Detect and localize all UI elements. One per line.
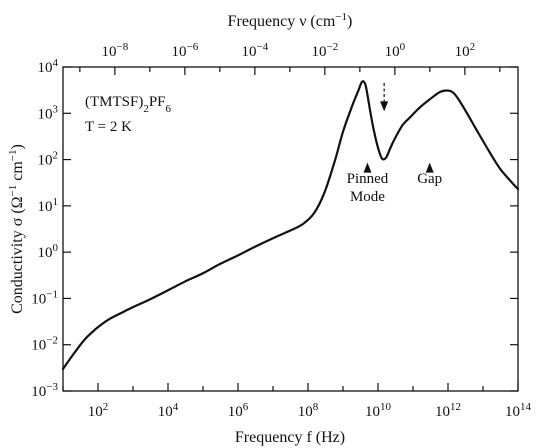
x-tick-label: 108	[298, 401, 319, 420]
y-tick-label: 103	[38, 103, 59, 122]
x-tick-label: 106	[228, 401, 249, 420]
annotation-label-line2: Mode	[350, 189, 385, 205]
top-tick-label: 10−8	[101, 41, 128, 60]
y-tick-label: 104	[38, 57, 59, 76]
top-tick-label: 100	[385, 41, 406, 60]
x-axis-title: Frequency f (Hz)	[235, 429, 345, 446]
tick-marks	[62, 66, 519, 392]
arrow-head	[425, 162, 434, 173]
top-axis-title: Frequency ν (cm−1)	[228, 11, 353, 30]
x-tick-label: 1014	[505, 401, 532, 420]
x-tick-label: 1012	[435, 401, 461, 420]
plot-frame	[62, 66, 519, 392]
temperature-label: T = 2 K	[85, 119, 132, 135]
y-tick-label: 10−3	[31, 381, 58, 400]
dashed-arrow-head	[380, 101, 389, 112]
annotation-label: Pinned	[347, 171, 389, 187]
y-tick-label: 102	[38, 150, 59, 169]
top-tick-label: 102	[455, 41, 476, 60]
top-tick-label: 10−6	[171, 41, 198, 60]
y-axis-title: Conductivity σ (Ω−1 cm−1)	[7, 144, 26, 314]
arrow-head	[363, 162, 372, 173]
tick-labels: 102 104 106 108 1010 1012 1014 10−3 10−2 10−1 100 1…	[31, 41, 531, 420]
y-tick-label: 101	[38, 196, 59, 215]
y-tick-label: 10−1	[31, 288, 58, 307]
top-tick-label: 10−2	[311, 41, 338, 60]
annotations: Pinned Mode Gap	[347, 83, 442, 205]
sample-label: (TMTSF)2PF6	[85, 94, 172, 115]
top-tick-label: 10−4	[241, 41, 268, 60]
x-tick-label: 102	[88, 401, 109, 420]
conductivity-curve	[61, 80, 520, 371]
annotation-label: Gap	[417, 171, 442, 187]
x-tick-label: 104	[158, 401, 179, 420]
y-tick-label: 10−2	[31, 335, 58, 354]
x-tick-label: 1010	[365, 401, 392, 420]
y-tick-label: 100	[38, 242, 59, 261]
